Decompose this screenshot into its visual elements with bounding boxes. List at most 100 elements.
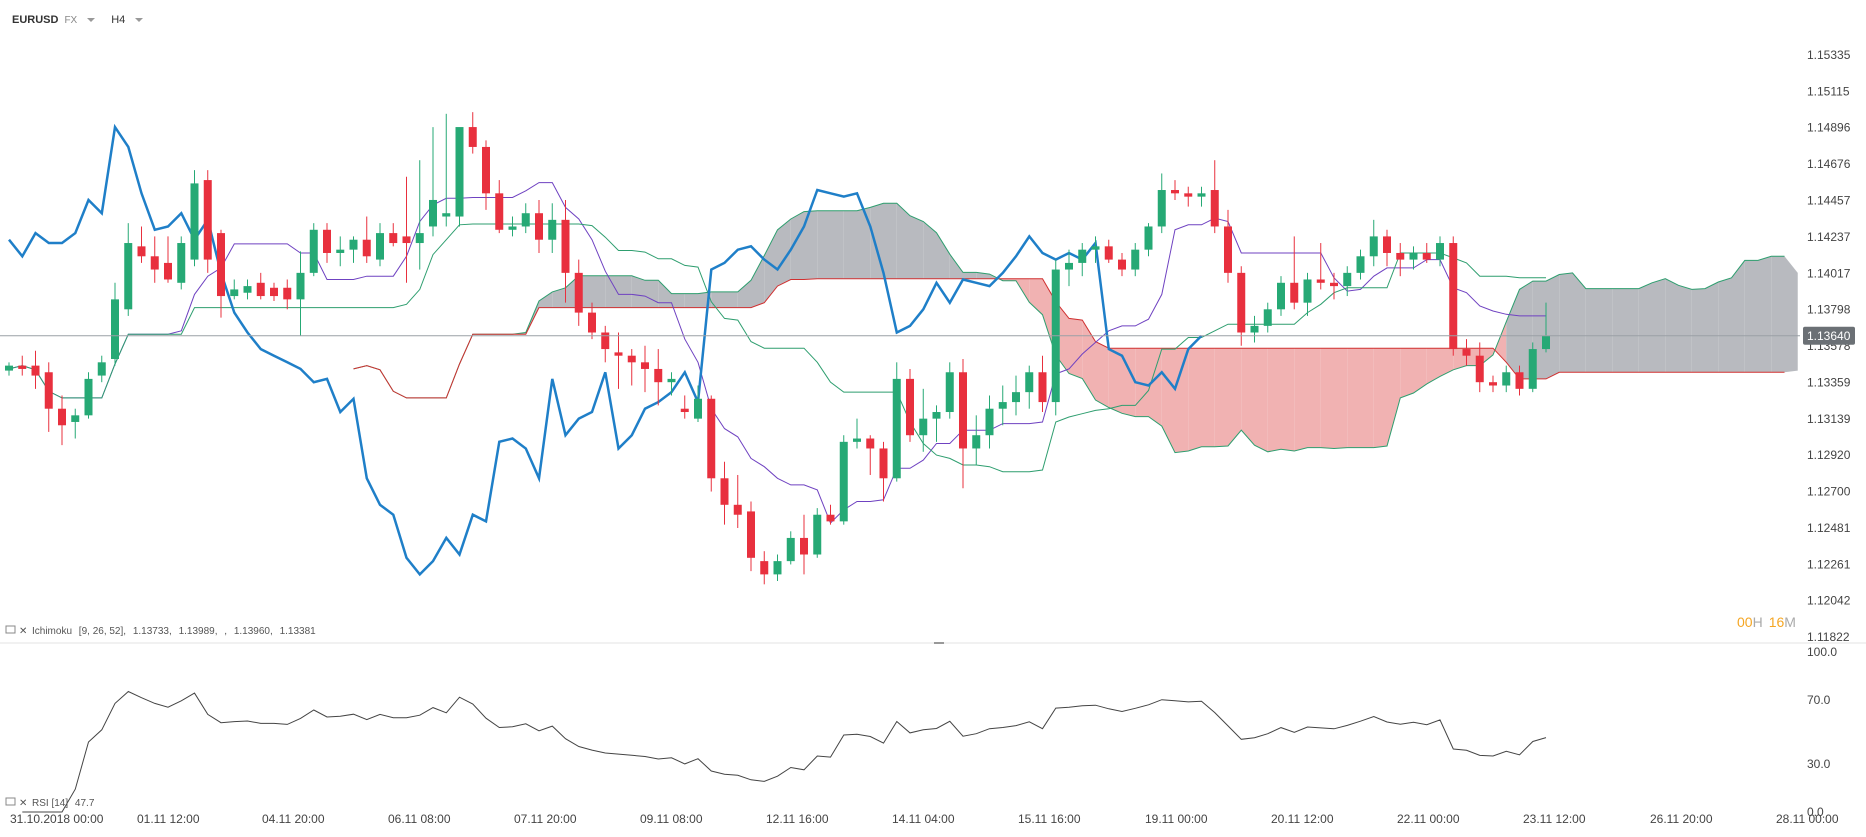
candle [773, 554, 782, 582]
ichimoku-value-5: 1.13381 [280, 626, 317, 637]
candle [150, 236, 159, 283]
candle [230, 279, 239, 300]
rsi-axis: 100.0 70.0 30.0 0.0 [1807, 645, 1837, 819]
candle [283, 279, 292, 310]
cloud-segment [1493, 321, 1507, 363]
candle [1131, 243, 1140, 277]
cloud-segment [1678, 285, 1692, 373]
cloud-segment [764, 229, 778, 303]
cloud-segment [1148, 348, 1162, 427]
candle [601, 325, 610, 363]
cloud-segment [1161, 348, 1175, 453]
candle [1012, 375, 1020, 416]
candle [243, 279, 252, 300]
rsi-value: 47.7 [75, 798, 95, 809]
candle [455, 127, 464, 227]
timeframe-dropdown-icon[interactable] [135, 18, 144, 22]
cloud-segment [923, 221, 937, 279]
candle [1091, 236, 1100, 263]
cloud-segment [949, 254, 963, 279]
price-tick-label: 1.13798 [1807, 303, 1851, 317]
market-dropdown-icon[interactable] [87, 18, 96, 22]
cloud-segment [1705, 281, 1719, 373]
candle [429, 127, 437, 237]
candle [1502, 365, 1511, 393]
candle [1330, 272, 1338, 300]
candle [376, 223, 384, 267]
price-tick-label: 1.14237 [1807, 230, 1851, 244]
timeframe-label[interactable]: H4 [111, 14, 126, 26]
price-tick-label: 1.14457 [1807, 193, 1851, 207]
candle [694, 385, 702, 422]
candle [164, 236, 172, 283]
candle [972, 415, 981, 466]
rsi-line [22, 690, 1547, 813]
candle [614, 332, 623, 389]
candle [217, 229, 225, 318]
time-tick-label: 09.11 08:00 [640, 812, 703, 826]
cloud-segment [605, 275, 619, 308]
indicator-list-icon[interactable] [5, 625, 16, 634]
cloud-segment [1320, 348, 1334, 449]
cloud-segment [539, 291, 553, 308]
candle [296, 251, 305, 336]
cloud-segment [1029, 278, 1043, 315]
candle [1210, 160, 1219, 234]
candle [800, 514, 808, 575]
cloud-segment [1201, 348, 1215, 447]
cloud-segment [1307, 348, 1321, 448]
cloud-segment [684, 293, 698, 308]
cloud-segment [671, 293, 685, 308]
cloud-segment [724, 291, 738, 308]
close-rsi-icon[interactable]: ✕ [19, 798, 27, 809]
time-axis: 31.10.2018 00:00 01.11 12:00 04.11 20:00 06… [10, 812, 1839, 826]
candle [190, 170, 199, 267]
candle [733, 474, 742, 528]
candle [309, 223, 318, 277]
ichimoku-cloud [353, 202, 1798, 454]
close-indicator-icon[interactable]: ✕ [19, 626, 27, 637]
cloud-segment [857, 207, 871, 279]
candle [720, 461, 729, 525]
candle [1025, 365, 1034, 409]
rsi-list-icon[interactable] [5, 797, 16, 806]
symbol-label[interactable]: EURUSD [12, 14, 59, 26]
candle [548, 203, 557, 253]
candle [111, 282, 119, 366]
cloud-segment [1254, 348, 1268, 452]
candle [508, 216, 517, 237]
cloud-segment [1440, 348, 1454, 377]
price-tick-label: 1.12481 [1807, 521, 1851, 535]
candle [336, 236, 345, 267]
candle [1369, 219, 1378, 267]
cloud-segment [1546, 274, 1560, 379]
candle [1078, 243, 1087, 277]
time-tick-label: 23.11 12:00 [1523, 812, 1586, 826]
rsi-tick-label: 0.0 [1807, 805, 1824, 819]
market-label[interactable]: FX [64, 14, 78, 26]
candle [1250, 315, 1259, 343]
senkou-span-a-line [353, 202, 1785, 454]
candle [521, 203, 530, 234]
candle [588, 302, 596, 340]
cloud-segment [1758, 256, 1772, 373]
cloud-segment [1334, 348, 1348, 449]
rsi-name: RSI [14] [32, 798, 68, 809]
candle [442, 113, 451, 227]
candle [654, 349, 663, 406]
candle [1542, 302, 1550, 353]
candle [1065, 249, 1073, 287]
price-tick-label: 1.14017 [1807, 266, 1851, 280]
price-tick-label: 1.12700 [1807, 485, 1851, 499]
candle [31, 350, 40, 389]
cloud-segment [1360, 348, 1374, 448]
candle [323, 223, 331, 263]
cloud-segment [631, 275, 645, 308]
candle [1197, 186, 1206, 207]
candle [998, 385, 1007, 426]
candle [1396, 243, 1405, 277]
cloud-segment [1665, 278, 1679, 373]
candle [468, 112, 477, 154]
candle [627, 349, 636, 386]
